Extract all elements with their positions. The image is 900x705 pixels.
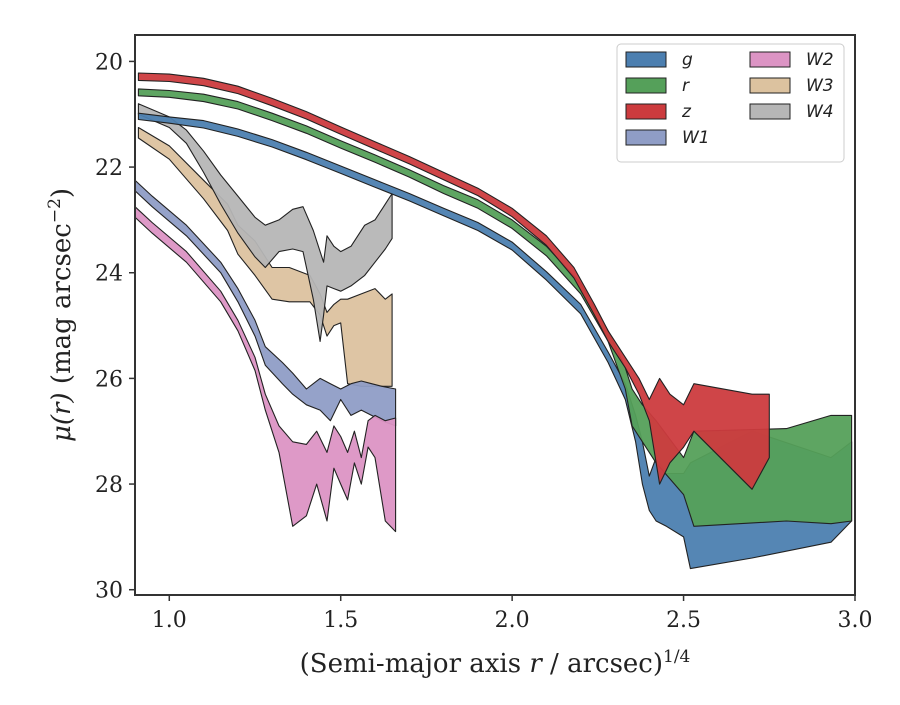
x-tick-label: 1.0 xyxy=(152,608,187,633)
legend-swatch-w3 xyxy=(749,77,791,94)
legend-swatch-w4 xyxy=(749,103,791,120)
band-r xyxy=(137,88,853,527)
legend-label-w1: W1 xyxy=(682,128,710,148)
x-tick-label: 2.0 xyxy=(495,608,530,633)
legend-label-z: z xyxy=(681,102,692,122)
y-axis-ticks: 20 22 24 26 28 30 xyxy=(95,50,135,604)
x-tick-label: 3.0 xyxy=(838,608,873,633)
legend-swatch-r xyxy=(625,77,667,94)
y-tick-label: 24 xyxy=(95,262,123,287)
legend-frame xyxy=(616,43,845,163)
y-tick-label: 30 xyxy=(95,579,123,604)
x-tick-label: 2.5 xyxy=(666,608,701,633)
y-tick-label: 28 xyxy=(95,473,123,498)
legend-label-g: g xyxy=(682,50,693,70)
y-tick-label: 26 xyxy=(95,367,123,392)
legend-swatch-w1 xyxy=(625,129,667,146)
legend-swatch-w2 xyxy=(749,51,791,68)
legend-label-w2: W2 xyxy=(806,50,834,70)
band-w2 xyxy=(135,206,397,533)
y-tick-label: 20 xyxy=(95,50,123,75)
band-z xyxy=(137,72,770,490)
legend-label-w3: W3 xyxy=(806,76,834,96)
legend-swatch-g xyxy=(625,51,667,68)
legend-label-r: r xyxy=(682,76,690,96)
y-tick-label: 22 xyxy=(95,156,123,181)
plot-frame xyxy=(134,34,856,596)
band-w4 xyxy=(137,103,393,342)
x-axis-ticks: 1.0 1.5 2.0 2.5 3.0 xyxy=(152,595,873,633)
y-axis-label: μ(r) (mag arcsec−2) xyxy=(45,188,77,442)
surface-brightness-bands xyxy=(135,72,853,570)
legend-swatch-z xyxy=(625,103,667,120)
legend-label-w4: W4 xyxy=(806,102,834,122)
x-tick-label: 1.5 xyxy=(323,608,358,633)
legend: grz W1 W2 W3 W4 xyxy=(616,43,845,163)
x-axis-label: (Semi-major axis r / arcsec)1/4 xyxy=(300,647,691,679)
